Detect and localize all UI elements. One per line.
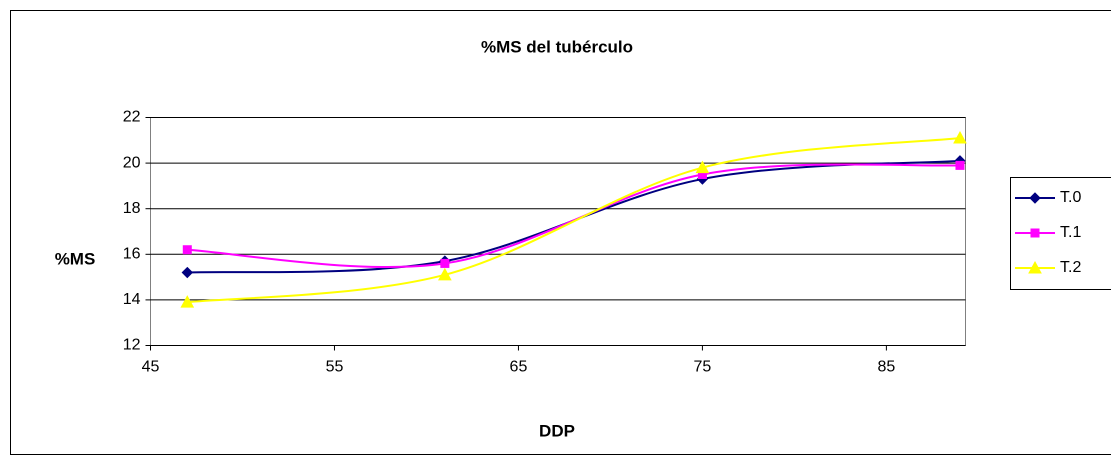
marker: [1030, 228, 1040, 238]
plot-area: [150, 117, 966, 346]
legend-label: T.0: [1060, 189, 1081, 206]
marker: [955, 160, 965, 170]
x-tick-label: 85: [877, 359, 895, 376]
marker: [181, 266, 194, 279]
legend-label: T.1: [1060, 224, 1081, 241]
legend-label: T.2: [1060, 259, 1081, 276]
marker: [1028, 260, 1042, 274]
y-tick-label: 18: [123, 200, 141, 217]
y-axis-label: %MS: [55, 249, 96, 268]
chart-title: %MS del tubérculo: [481, 37, 633, 56]
marker: [180, 295, 195, 308]
marker: [182, 245, 192, 255]
y-tick-label: 20: [123, 154, 141, 171]
y-tick-label: 16: [123, 246, 141, 263]
x-tick-label: 65: [510, 359, 528, 376]
x-tick-label: 55: [326, 359, 344, 376]
marker: [953, 130, 967, 144]
y-tick-label: 14: [123, 291, 141, 308]
y-tick-label: 22: [123, 109, 141, 126]
marker: [440, 258, 450, 268]
y-tick-label: 12: [123, 337, 141, 354]
x-tick-label: 75: [694, 359, 712, 376]
marker: [695, 160, 710, 174]
marker: [438, 267, 452, 281]
marker: [1029, 192, 1041, 204]
x-axis-label: DDP: [539, 421, 575, 440]
x-tick-label: 45: [142, 359, 160, 376]
series-line: [187, 137, 961, 304]
